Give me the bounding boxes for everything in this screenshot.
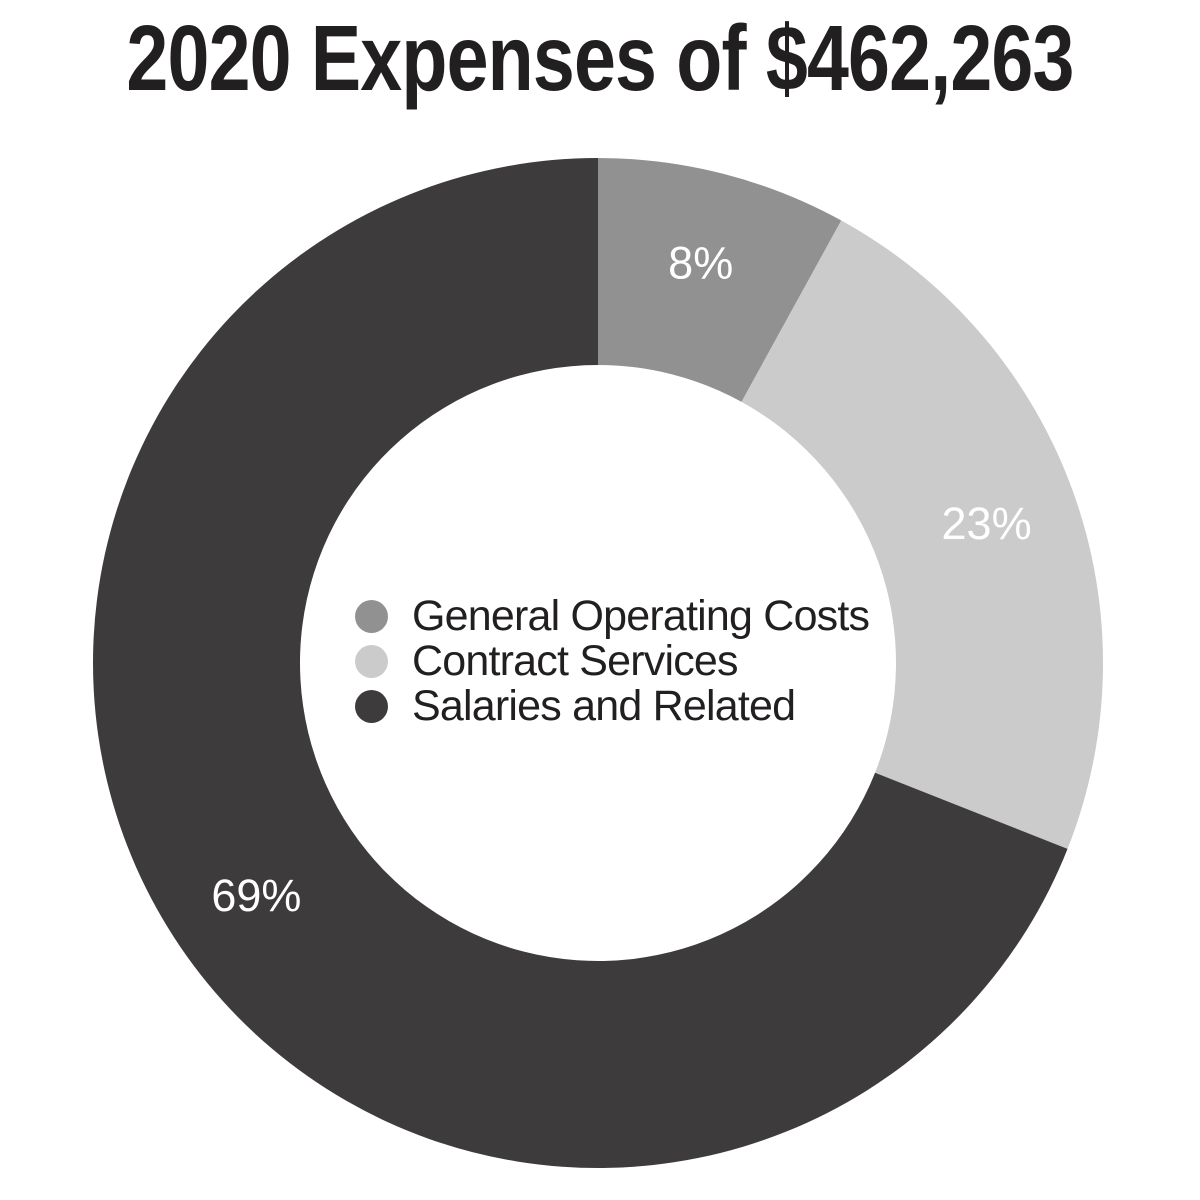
chart-title: 2020 Expenses of $462,263 [126, 6, 1074, 110]
chart-legend: General Operating Costs Contract Service… [355, 592, 870, 730]
legend-label-salaries-and-related: Salaries and Related [412, 682, 796, 730]
legend-swatch-salaries-and-related-icon [355, 690, 388, 723]
legend-swatch-contract-services-icon [355, 645, 388, 678]
legend-swatch-general-operating-costs-icon [355, 600, 388, 633]
legend-item-salaries-and-related: Salaries and Related [355, 682, 869, 730]
donut-segment-1 [741, 220, 1104, 849]
segment-percent-label-0: 8% [668, 238, 733, 289]
donut-segment-2 [93, 158, 1068, 1168]
legend-item-general-operating-costs: General Operating Costs [355, 592, 870, 640]
segment-percent-label-1: 23% [942, 498, 1032, 549]
legend-label-general-operating-costs: General Operating Costs [412, 592, 870, 640]
segment-percent-label-2: 69% [211, 870, 301, 921]
donut-segment-0 [598, 158, 842, 402]
legend-item-contract-services: Contract Services [355, 637, 869, 685]
legend-label-contract-services: Contract Services [412, 637, 739, 685]
